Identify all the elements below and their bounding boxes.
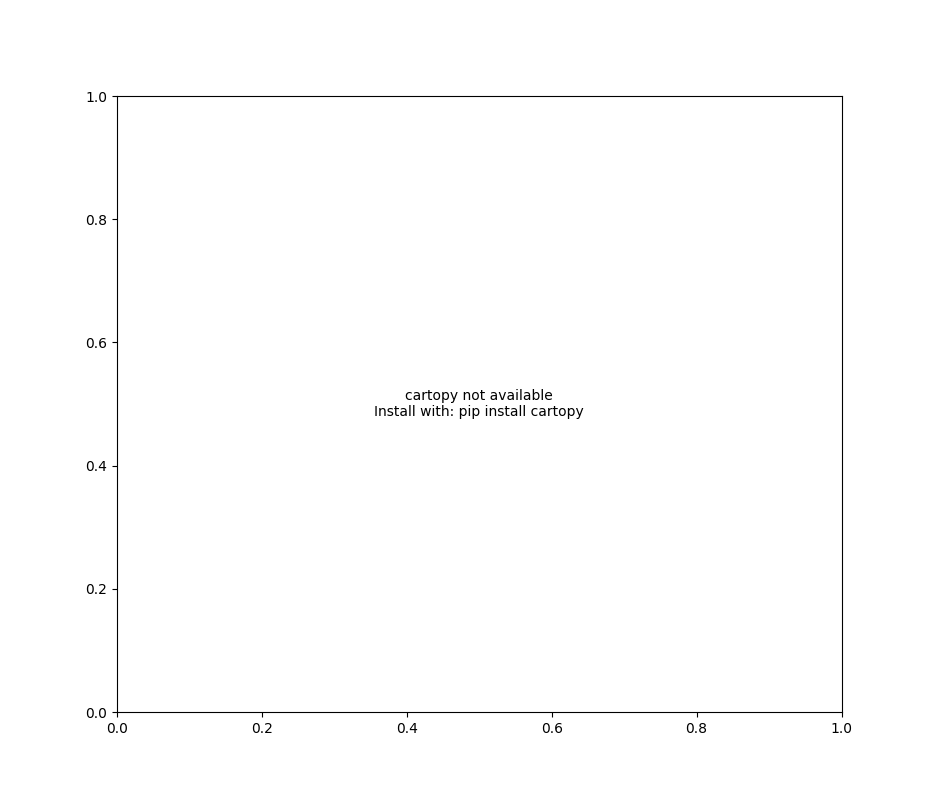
- Text: cartopy not available
Install with: pip install cartopy: cartopy not available Install with: pip …: [374, 389, 584, 419]
